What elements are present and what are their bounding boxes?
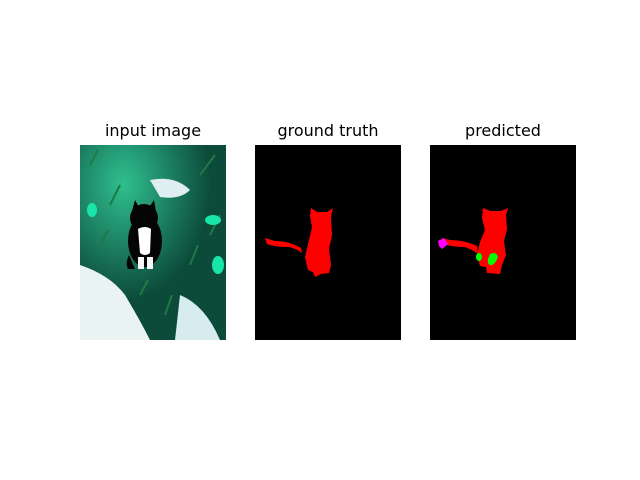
predicted-mask: [430, 145, 576, 340]
light-patch: [150, 178, 190, 198]
panel-title: ground truth: [277, 121, 379, 140]
green-region: [476, 253, 498, 266]
light-patch: [175, 295, 220, 340]
light-path: [80, 265, 150, 340]
magenta-region: [438, 238, 448, 249]
cat-mask: [442, 208, 508, 274]
ground-truth-mask: [255, 145, 401, 340]
panel-title: predicted: [465, 121, 541, 140]
cat: [126, 200, 162, 269]
panel-title: input image: [104, 121, 202, 140]
bright-leaves: [87, 203, 224, 274]
cat-mask: [265, 208, 333, 277]
input-photo: [80, 145, 226, 340]
